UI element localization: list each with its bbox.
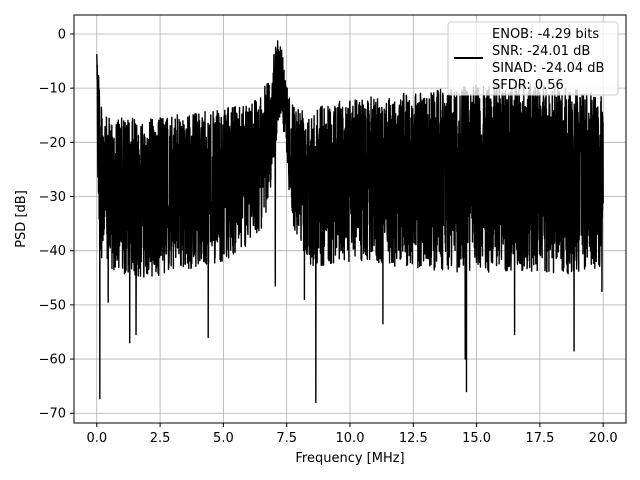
x-tick-label: 12.5	[399, 431, 428, 446]
x-tick-label: 20.0	[589, 431, 618, 446]
y-tick-label: −70	[39, 407, 66, 422]
y-tick-label: −10	[39, 82, 66, 97]
y-axis-ticks: 0 −10 −20 −30 −40 −50 −60 −70	[39, 27, 74, 422]
y-axis-label: PSD [dB]	[14, 190, 29, 248]
legend-enob: ENOB: -4.29 bits	[492, 27, 599, 42]
x-tick-label: 7.5	[276, 431, 297, 446]
x-axis-label: Frequency [MHz]	[295, 451, 404, 466]
x-tick-label: 10.0	[336, 431, 365, 446]
y-tick-label: 0	[58, 27, 66, 42]
y-tick-label: −20	[39, 136, 66, 151]
legend-box	[447, 21, 619, 96]
x-tick-label: 15.0	[462, 431, 491, 446]
psd-series-line	[96, 40, 604, 404]
legend-snr: SNR: -24.01 dB	[492, 44, 590, 59]
x-tick-label: 2.5	[150, 431, 171, 446]
x-tick-label: 17.5	[525, 431, 554, 446]
x-tick-label: 0.0	[86, 431, 107, 446]
y-tick-label: −60	[39, 353, 66, 368]
x-axis-ticks: 0.0 2.5 5.0 7.5 10.0 12.5 15.0 17.5 20.0	[86, 423, 618, 446]
legend: ENOB: -4.29 bits SNR: -24.01 dB SINAD: -…	[447, 21, 619, 96]
y-tick-label: −50	[39, 298, 66, 313]
y-tick-label: −40	[39, 244, 66, 259]
x-tick-label: 5.0	[213, 431, 234, 446]
legend-sinad: SINAD: -24.04 dB	[492, 61, 604, 76]
psd-line-layer	[96, 40, 604, 404]
legend-sfdr: SFDR: 0.56	[492, 78, 564, 93]
y-tick-label: −30	[39, 190, 66, 205]
